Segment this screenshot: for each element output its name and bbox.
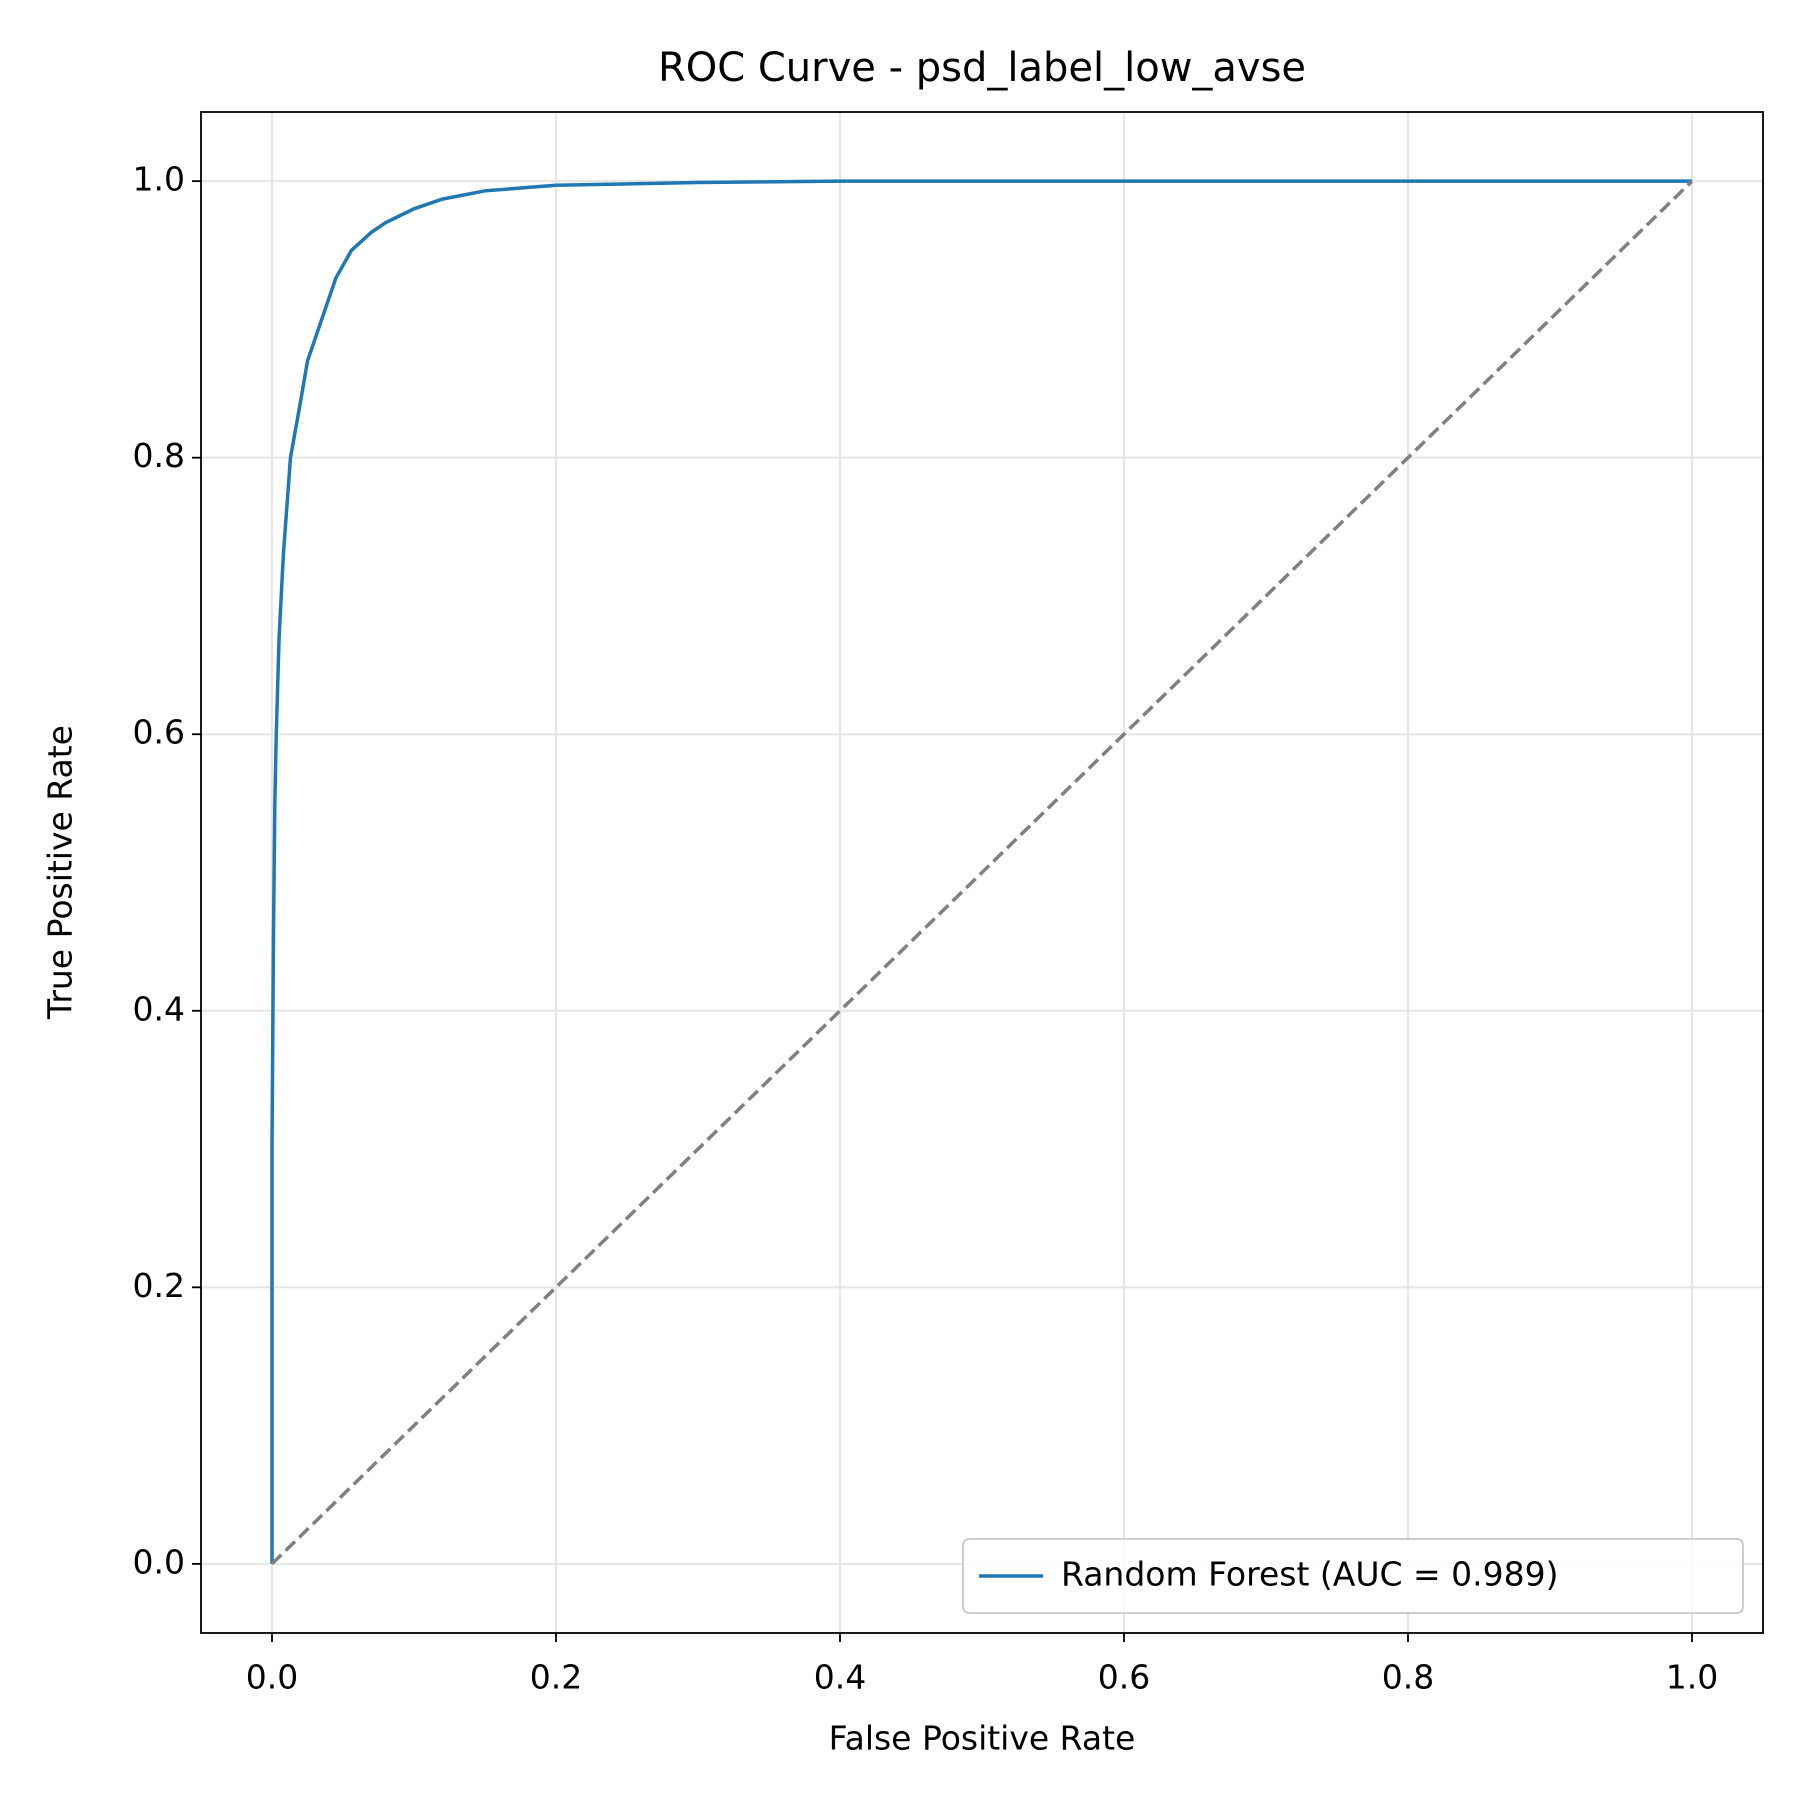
x-tick-label: 0.6 xyxy=(1098,1658,1150,1697)
x-tick-label: 0.8 xyxy=(1382,1658,1434,1697)
x-axis-label: False Positive Rate xyxy=(829,1719,1136,1758)
y-tick-label: 0.2 xyxy=(133,1266,185,1305)
legend: Random Forest (AUC = 0.989) xyxy=(962,1538,1744,1614)
x-tick-label: 0.4 xyxy=(814,1658,866,1697)
x-tick-label: 1.0 xyxy=(1666,1658,1718,1697)
y-axis-label: True Positive Rate xyxy=(41,725,80,1020)
y-tick-label: 0.6 xyxy=(133,713,185,752)
plot-frame xyxy=(200,111,1764,1634)
y-tick-label: 0.4 xyxy=(133,989,185,1028)
y-tick-label: 0.8 xyxy=(133,436,185,475)
y-tick-label: 0.0 xyxy=(133,1542,185,1581)
legend-box xyxy=(962,1538,1744,1614)
y-tick-label: 1.0 xyxy=(133,160,185,199)
line-series xyxy=(270,179,1694,1566)
legend-label: Random Forest (AUC = 0.989) xyxy=(1061,1555,1559,1594)
chart-title: ROC Curve - psd_label_low_avse xyxy=(658,45,1306,91)
x-tick-label: 0.2 xyxy=(530,1658,582,1697)
line-series xyxy=(270,179,1692,1564)
x-tick-label: 0.0 xyxy=(246,1658,298,1697)
